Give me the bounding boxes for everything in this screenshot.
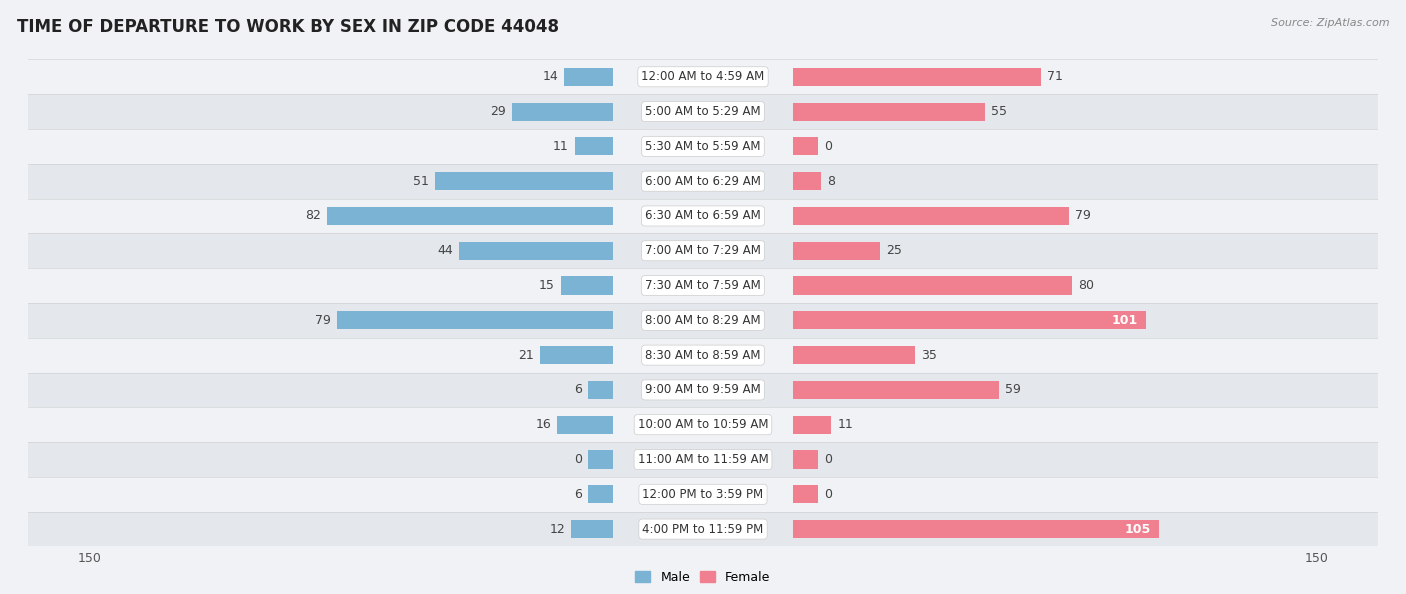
Text: 35: 35 xyxy=(921,349,938,362)
Text: 29: 29 xyxy=(489,105,506,118)
Bar xyxy=(337,311,613,330)
Text: 9:00 AM to 9:59 AM: 9:00 AM to 9:59 AM xyxy=(645,383,761,396)
Text: 79: 79 xyxy=(315,314,332,327)
Bar xyxy=(793,207,1069,225)
Bar xyxy=(793,276,1073,295)
Text: 8: 8 xyxy=(827,175,835,188)
Bar xyxy=(793,450,817,469)
Text: 105: 105 xyxy=(1125,523,1152,536)
Text: 8:30 AM to 8:59 AM: 8:30 AM to 8:59 AM xyxy=(645,349,761,362)
FancyBboxPatch shape xyxy=(28,442,1378,477)
Text: 10:00 AM to 10:59 AM: 10:00 AM to 10:59 AM xyxy=(638,418,768,431)
Bar xyxy=(589,485,613,503)
Bar xyxy=(589,381,613,399)
Text: TIME OF DEPARTURE TO WORK BY SEX IN ZIP CODE 44048: TIME OF DEPARTURE TO WORK BY SEX IN ZIP … xyxy=(17,18,558,36)
Text: 5:30 AM to 5:59 AM: 5:30 AM to 5:59 AM xyxy=(645,140,761,153)
Text: 0: 0 xyxy=(824,140,832,153)
Text: 7:00 AM to 7:29 AM: 7:00 AM to 7:29 AM xyxy=(645,244,761,257)
Bar xyxy=(540,346,613,364)
Text: 25: 25 xyxy=(886,244,903,257)
Text: 0: 0 xyxy=(824,488,832,501)
Bar xyxy=(793,346,915,364)
Text: 6: 6 xyxy=(575,488,582,501)
Text: 6:30 AM to 6:59 AM: 6:30 AM to 6:59 AM xyxy=(645,210,761,223)
Text: 7:30 AM to 7:59 AM: 7:30 AM to 7:59 AM xyxy=(645,279,761,292)
Text: 11:00 AM to 11:59 AM: 11:00 AM to 11:59 AM xyxy=(638,453,768,466)
Text: 0: 0 xyxy=(574,453,582,466)
Bar xyxy=(793,137,817,156)
FancyBboxPatch shape xyxy=(28,59,1378,94)
Text: 14: 14 xyxy=(543,70,558,83)
Bar xyxy=(793,103,986,121)
Text: 59: 59 xyxy=(1005,383,1021,396)
Text: 12:00 AM to 4:59 AM: 12:00 AM to 4:59 AM xyxy=(641,70,765,83)
Text: 79: 79 xyxy=(1074,210,1091,223)
Text: 21: 21 xyxy=(517,349,534,362)
FancyBboxPatch shape xyxy=(28,338,1378,372)
FancyBboxPatch shape xyxy=(28,372,1378,407)
Bar xyxy=(434,172,613,190)
Text: 6:00 AM to 6:29 AM: 6:00 AM to 6:29 AM xyxy=(645,175,761,188)
Bar xyxy=(793,242,880,260)
FancyBboxPatch shape xyxy=(28,407,1378,442)
Bar xyxy=(793,485,817,503)
Bar xyxy=(793,311,1146,330)
Bar xyxy=(326,207,613,225)
FancyBboxPatch shape xyxy=(28,303,1378,338)
Text: 12:00 PM to 3:59 PM: 12:00 PM to 3:59 PM xyxy=(643,488,763,501)
Text: 8:00 AM to 8:29 AM: 8:00 AM to 8:29 AM xyxy=(645,314,761,327)
Bar xyxy=(793,381,998,399)
Bar xyxy=(575,137,613,156)
Text: 15: 15 xyxy=(538,279,554,292)
Bar xyxy=(793,172,821,190)
Legend: Male, Female: Male, Female xyxy=(630,566,776,589)
Bar xyxy=(561,276,613,295)
Bar xyxy=(512,103,613,121)
Text: 55: 55 xyxy=(991,105,1007,118)
Bar xyxy=(460,242,613,260)
Bar xyxy=(589,450,613,469)
Text: Source: ZipAtlas.com: Source: ZipAtlas.com xyxy=(1271,18,1389,28)
Text: 80: 80 xyxy=(1078,279,1094,292)
FancyBboxPatch shape xyxy=(28,477,1378,511)
Text: 82: 82 xyxy=(305,210,321,223)
Bar xyxy=(793,416,831,434)
Bar xyxy=(571,520,613,538)
FancyBboxPatch shape xyxy=(28,94,1378,129)
Bar xyxy=(793,520,1160,538)
Text: 101: 101 xyxy=(1111,314,1137,327)
Text: 6: 6 xyxy=(575,383,582,396)
Text: 4:00 PM to 11:59 PM: 4:00 PM to 11:59 PM xyxy=(643,523,763,536)
Text: 12: 12 xyxy=(550,523,565,536)
FancyBboxPatch shape xyxy=(28,164,1378,198)
FancyBboxPatch shape xyxy=(28,233,1378,268)
Bar xyxy=(564,68,613,86)
Text: 11: 11 xyxy=(838,418,853,431)
FancyBboxPatch shape xyxy=(28,268,1378,303)
FancyBboxPatch shape xyxy=(28,511,1378,546)
Text: 5:00 AM to 5:29 AM: 5:00 AM to 5:29 AM xyxy=(645,105,761,118)
FancyBboxPatch shape xyxy=(28,198,1378,233)
Text: 11: 11 xyxy=(553,140,568,153)
Bar xyxy=(793,68,1040,86)
FancyBboxPatch shape xyxy=(28,129,1378,164)
Bar xyxy=(557,416,613,434)
Text: 0: 0 xyxy=(824,453,832,466)
Text: 44: 44 xyxy=(437,244,453,257)
Text: 51: 51 xyxy=(413,175,429,188)
Text: 71: 71 xyxy=(1047,70,1063,83)
Text: 16: 16 xyxy=(536,418,551,431)
